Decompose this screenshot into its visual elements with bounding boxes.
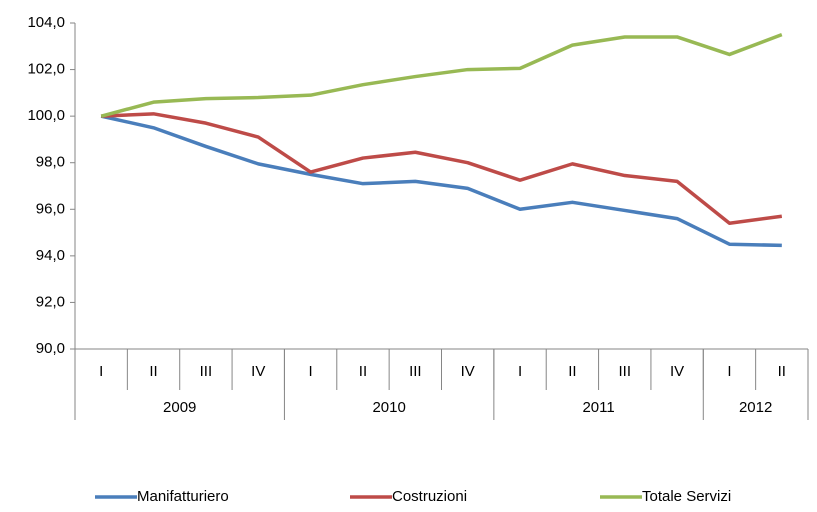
y-tick-label: 104,0 bbox=[27, 14, 65, 31]
x-tick-label: IV bbox=[461, 363, 475, 380]
y-tick-label: 98,0 bbox=[36, 154, 65, 171]
x-tick-label: III bbox=[200, 363, 213, 380]
x-tick-label: I bbox=[518, 363, 522, 380]
group-label: 2011 bbox=[582, 399, 614, 416]
y-tick-label: 90,0 bbox=[36, 340, 65, 357]
legend-label: Manifatturiero bbox=[137, 488, 229, 505]
group-label: 2012 bbox=[739, 399, 772, 416]
y-tick-label: 92,0 bbox=[36, 293, 65, 310]
y-tick-label: 94,0 bbox=[36, 247, 65, 264]
legend-label: Totale Servizi bbox=[642, 488, 731, 505]
group-label: 2010 bbox=[372, 399, 405, 416]
group-label: 2009 bbox=[163, 399, 196, 416]
x-tick-label: I bbox=[99, 363, 103, 380]
series-line bbox=[100, 33, 783, 118]
x-tick-label: I bbox=[309, 363, 313, 380]
x-tick-label: III bbox=[409, 363, 422, 380]
series-line bbox=[100, 114, 782, 248]
x-tick-label: I bbox=[727, 363, 731, 380]
legend-label: Costruzioni bbox=[392, 488, 467, 505]
x-tick-label: II bbox=[778, 363, 786, 380]
x-tick-label: II bbox=[568, 363, 576, 380]
x-tick-label: IV bbox=[251, 363, 265, 380]
x-tick-label: III bbox=[618, 363, 631, 380]
x-tick-label: II bbox=[359, 363, 367, 380]
y-tick-label: 96,0 bbox=[36, 200, 65, 217]
y-tick-label: 102,0 bbox=[27, 61, 65, 78]
y-tick-label: 100,0 bbox=[27, 107, 65, 124]
x-tick-label: II bbox=[149, 363, 157, 380]
x-tick-label: IV bbox=[670, 363, 684, 380]
series-line bbox=[101, 112, 783, 226]
